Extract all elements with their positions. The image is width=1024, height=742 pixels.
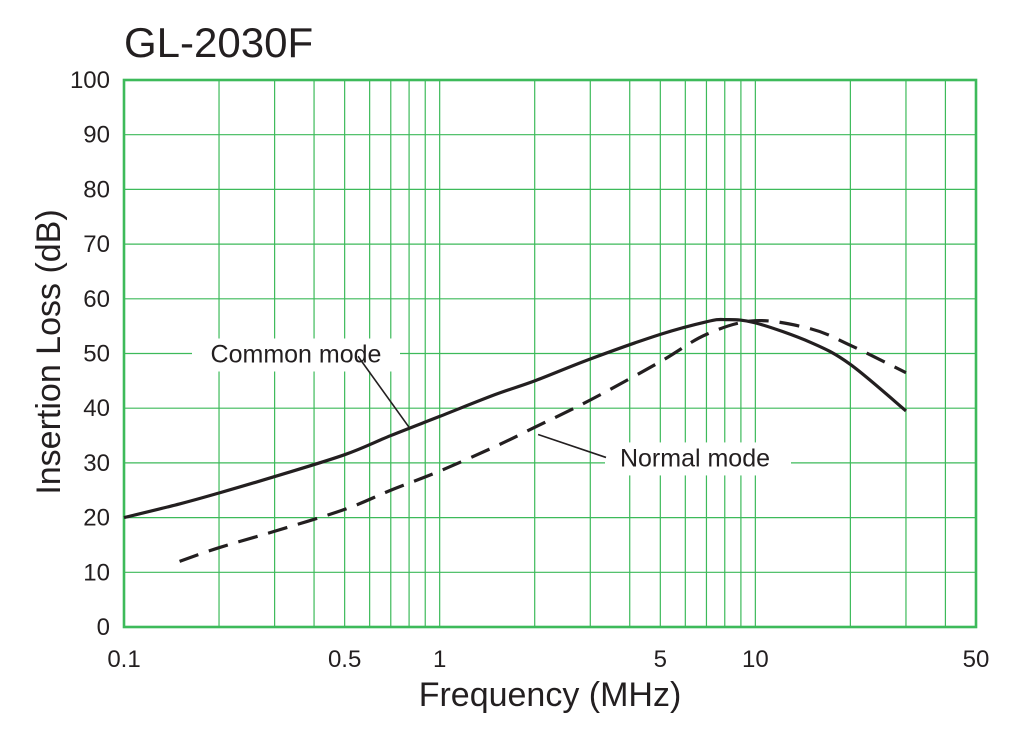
normal-mode-leader [537, 433, 607, 459]
x-tick-label: 0.5 [328, 646, 361, 673]
y-tick-label: 40 [83, 395, 110, 422]
x-tick-label: 0.1 [107, 646, 140, 673]
grid-layer [124, 80, 976, 627]
y-tick-label: 20 [83, 505, 110, 532]
y-tick-label: 50 [83, 341, 110, 368]
y-tick-labels: 0 10 20 30 40 50 60 70 80 90 100 [70, 67, 110, 641]
y-tick-label: 30 [83, 450, 110, 477]
y-tick-label: 70 [83, 231, 110, 258]
annotation-layer: Common mode Normal mode [192, 338, 791, 476]
normal-mode-label-bg [605, 442, 791, 476]
common-mode-label: Common mode [211, 341, 382, 369]
x-axis-label: Frequency (MHz) [419, 676, 682, 714]
normal-mode-label: Normal mode [620, 444, 770, 472]
x-tick-label: 1 [433, 646, 446, 673]
x-tick-labels: 0.1 0.5 1 5 10 50 [107, 646, 989, 673]
y-tick-label: 10 [83, 559, 110, 586]
y-tick-label: 60 [83, 286, 110, 313]
x-tick-label: 10 [742, 646, 769, 673]
y-axis-label: Insertion Loss (dB) [30, 209, 68, 494]
chart-title: GL-2030F [124, 19, 313, 66]
y-tick-label: 0 [97, 614, 110, 641]
y-tick-label: 100 [70, 67, 110, 94]
common-mode-curve [123, 317, 907, 520]
y-tick-label: 90 [83, 122, 110, 149]
normal-mode-curve [179, 319, 907, 563]
y-tick-label: 80 [83, 176, 110, 203]
x-tick-label: 50 [963, 646, 990, 673]
plot-frame [122, 78, 978, 629]
series-layer [123, 317, 907, 563]
common-mode-leader [357, 355, 410, 428]
x-tick-label: 5 [654, 646, 667, 673]
